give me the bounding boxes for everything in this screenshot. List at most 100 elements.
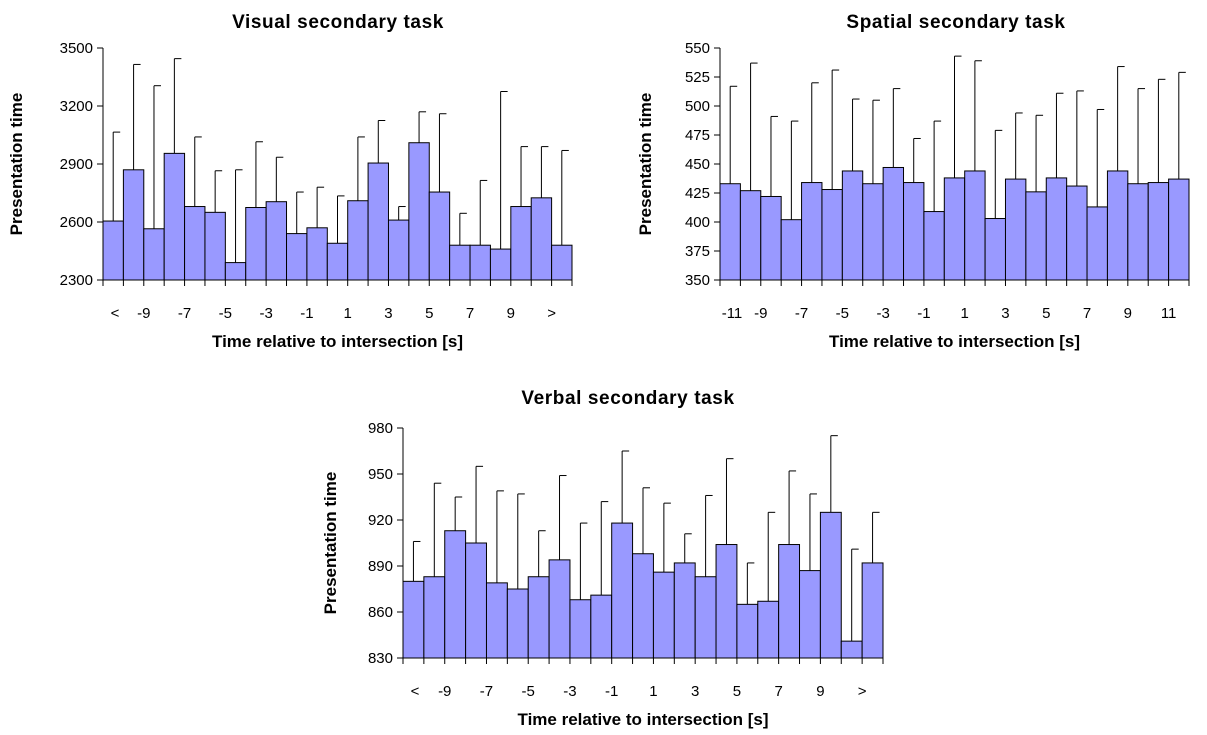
visual-error-bar [296, 191, 304, 234]
visual-error-bar [398, 206, 406, 221]
spatial-bar [1106, 170, 1129, 281]
verbal-x-tick-label: 5 [733, 683, 741, 700]
spatial-bar [1086, 206, 1108, 281]
visual-bar [489, 248, 512, 281]
verbal-x-tick-label: 3 [691, 683, 699, 700]
visual-bar [245, 207, 267, 281]
spatial-error-bar [1035, 114, 1044, 192]
visual-bar [306, 227, 328, 281]
verbal-bar [402, 580, 425, 659]
visual-error-bar [357, 136, 365, 201]
visual-bar [224, 262, 247, 281]
verbal-bar [465, 542, 487, 659]
verbal-error-bar [496, 490, 504, 583]
spatial-x-tick-label: 3 [1001, 305, 1009, 322]
visual-bar [102, 220, 124, 281]
visual-error-bar [438, 113, 447, 193]
visual-bar [143, 228, 165, 281]
visual-error-bar [479, 179, 488, 246]
spatial-error-bar [1178, 71, 1186, 180]
spatial-chart: Spatial secondary task Presentation time T… [636, 12, 1190, 351]
visual-x-tick-label: -9 [137, 305, 150, 322]
spatial-bar [964, 170, 986, 281]
spatial-error-bar [933, 120, 942, 212]
spatial-bar [1147, 182, 1170, 281]
visual-error-bar [112, 131, 121, 222]
spatial-y-tick-label: 500 [685, 98, 710, 115]
verbal-bar [611, 522, 634, 659]
visual-bar [204, 211, 226, 281]
spatial-error-bar [811, 82, 819, 183]
verbal-error-bar [705, 494, 713, 577]
visual-error-bar [235, 169, 243, 263]
visual-error-bar [337, 195, 345, 244]
spatial-y-tick-label: 450 [685, 156, 710, 173]
verbal-bar [819, 511, 842, 659]
visual-bar [347, 200, 369, 281]
visual-x-tick-label: > [547, 305, 556, 322]
spatial-bar [1025, 191, 1047, 281]
verbal-x-tick-label: 9 [816, 683, 824, 700]
verbal-error-bar [454, 496, 463, 531]
verbal-error-bar [412, 540, 421, 582]
spatial-bar [923, 211, 945, 281]
spatial-y-axis-label: Presentation time [636, 93, 655, 236]
verbal-bar [590, 594, 613, 659]
spatial-bar [862, 183, 884, 281]
spatial-error-bar [1015, 112, 1023, 180]
visual-x-tick-label: -5 [219, 305, 232, 322]
verbal-bar [861, 562, 884, 659]
spatial-error-bar [954, 55, 962, 178]
verbal-x-tick-label: -7 [480, 683, 493, 700]
verbal-error-bar [621, 450, 630, 524]
spatial-error-bar [872, 99, 880, 184]
visual-error-bar [275, 156, 284, 202]
visual-y-tick-label: 2300 [60, 272, 93, 289]
spatial-error-bar [1076, 90, 1084, 187]
verbal-error-bar [872, 511, 880, 563]
verbal-error-bar [767, 511, 776, 602]
verbal-x-tick-label: > [858, 683, 867, 700]
verbal-x-tick-label: -3 [563, 683, 576, 700]
visual-bar [551, 244, 573, 281]
spatial-error-bar [852, 98, 860, 171]
verbal-bar [778, 544, 801, 659]
visual-error-bar [377, 120, 386, 164]
visual-bar [122, 169, 145, 281]
visual-error-bar [153, 85, 161, 229]
visual-x-tick-label: 9 [507, 305, 515, 322]
spatial-y-tick-label: 350 [685, 272, 710, 289]
verbal-bar [506, 588, 529, 659]
spatial-y-tick-label: 425 [685, 185, 710, 202]
visual-y-tick-label: 3500 [60, 40, 93, 57]
spatial-x-tick-label: 11 [1161, 305, 1177, 322]
visual-bar [449, 244, 471, 281]
visual-error-bar [194, 136, 202, 207]
spatial-error-bar [790, 120, 799, 220]
spatial-bar [943, 177, 966, 281]
visual-error-bar [418, 111, 427, 143]
verbal-y-tick-label: 890 [368, 558, 393, 575]
verbal-error-bar [579, 522, 588, 600]
visual-error-bar [214, 170, 223, 213]
spatial-x-tick-label: 5 [1042, 305, 1050, 322]
verbal-bar [736, 603, 759, 659]
verbal-y-tick-label: 950 [368, 466, 393, 483]
visual-x-tick-label: -1 [300, 305, 313, 322]
spatial-bar [739, 190, 762, 281]
spatial-x-tick-label: -5 [836, 305, 849, 322]
spatial-error-bar [913, 137, 921, 183]
spatial-y-tick-label: 550 [685, 40, 710, 57]
visual-bar [326, 242, 349, 281]
spatial-x-axis-label: Time relative to intersection [s] [829, 332, 1080, 351]
spatial-error-bar [750, 62, 758, 191]
spatial-error-bar [1117, 66, 1125, 171]
visual-x-tick-label: < [111, 305, 120, 322]
verbal-y-tick-label: 980 [368, 420, 393, 437]
spatial-y-tick-label: 375 [685, 243, 710, 260]
verbal-bar [527, 576, 550, 659]
spatial-bar [780, 219, 803, 281]
spatial-bar [1004, 178, 1027, 281]
verbal-y-tick-label: 860 [368, 604, 393, 621]
